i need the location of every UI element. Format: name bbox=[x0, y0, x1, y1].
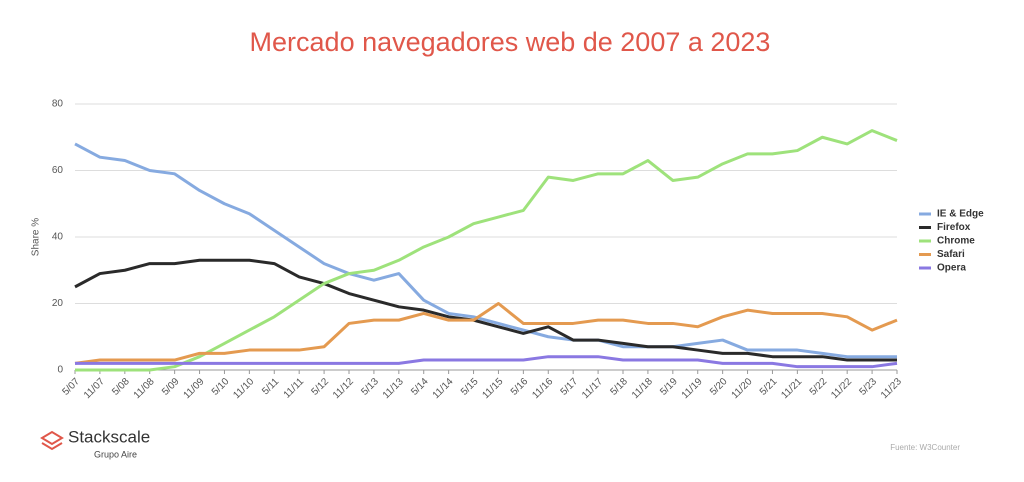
series-line bbox=[75, 355, 898, 369]
x-tick-label: 11/18 bbox=[630, 376, 655, 401]
x-tick-label: 5/14 bbox=[409, 376, 431, 398]
x-tick-label: 11/19 bbox=[680, 376, 705, 401]
series-line bbox=[74, 258, 897, 362]
x-tick-label: 11/16 bbox=[530, 376, 555, 401]
x-tick-label: 5/20 bbox=[708, 376, 730, 398]
x-tick-label: 11/12 bbox=[331, 376, 356, 401]
x-tick-label: 5/09 bbox=[160, 376, 182, 398]
x-tick-label: 5/11 bbox=[260, 376, 281, 397]
y-tick-label: 0 bbox=[57, 365, 63, 376]
y-tick-label: 60 bbox=[52, 165, 64, 176]
brand-tagline: Grupo Aire bbox=[94, 449, 137, 459]
x-tick-label: 5/23 bbox=[858, 376, 880, 398]
x-tick-label: 11/22 bbox=[829, 376, 854, 401]
source-note: Fuente: W3Counter bbox=[890, 443, 960, 452]
chart-title: Mercado navegadores web de 2007 a 2023 bbox=[250, 27, 771, 57]
legend-label: Opera bbox=[937, 263, 966, 274]
brand-name: Stackscale bbox=[68, 427, 150, 446]
x-tick-label: 5/21 bbox=[758, 376, 780, 398]
x-tick-label: 5/18 bbox=[608, 376, 630, 398]
x-tick-label: 5/15 bbox=[459, 376, 481, 398]
logo-icon bbox=[40, 430, 64, 451]
x-tick-label: 5/08 bbox=[110, 376, 132, 398]
x-tick-label: 11/10 bbox=[231, 376, 256, 401]
x-tick-label: 11/17 bbox=[580, 376, 605, 401]
x-tick-label: 11/21 bbox=[779, 376, 804, 401]
x-tick-label: 5/13 bbox=[359, 376, 381, 398]
y-tick-label: 80 bbox=[52, 99, 64, 110]
x-tick-label: 11/08 bbox=[132, 376, 157, 401]
y-tick-label: 40 bbox=[52, 232, 64, 243]
x-tick-label: 11/23 bbox=[879, 376, 904, 401]
legend-label: IE & Edge bbox=[937, 209, 984, 220]
x-tick-label: 11/15 bbox=[480, 376, 505, 401]
series-line bbox=[74, 142, 897, 359]
x-tick-label: 5/07 bbox=[60, 376, 82, 398]
x-tick-label: 11/11 bbox=[282, 376, 307, 401]
x-tick-label: 11/13 bbox=[381, 376, 406, 401]
series-line bbox=[74, 302, 898, 365]
x-tick-label: 5/16 bbox=[509, 376, 531, 398]
legend-label: Firefox bbox=[937, 222, 971, 233]
x-tick-label: 11/14 bbox=[431, 376, 456, 401]
x-tick-label: 11/20 bbox=[730, 376, 755, 401]
legend-label: Safari bbox=[937, 249, 965, 260]
x-tick-label: 5/17 bbox=[559, 376, 581, 398]
x-tick-label: 5/19 bbox=[658, 376, 680, 398]
y-tick-label: 20 bbox=[52, 298, 64, 309]
x-tick-label: 5/22 bbox=[808, 376, 830, 398]
x-tick-label: 5/10 bbox=[210, 376, 232, 398]
x-tick-label: 5/12 bbox=[310, 376, 332, 398]
x-tick-label: 11/07 bbox=[82, 376, 107, 401]
x-tick-label: 11/09 bbox=[182, 376, 207, 401]
legend-label: Chrome bbox=[937, 236, 975, 247]
y-axis-label: Share % bbox=[31, 218, 42, 256]
series-line bbox=[75, 129, 898, 372]
